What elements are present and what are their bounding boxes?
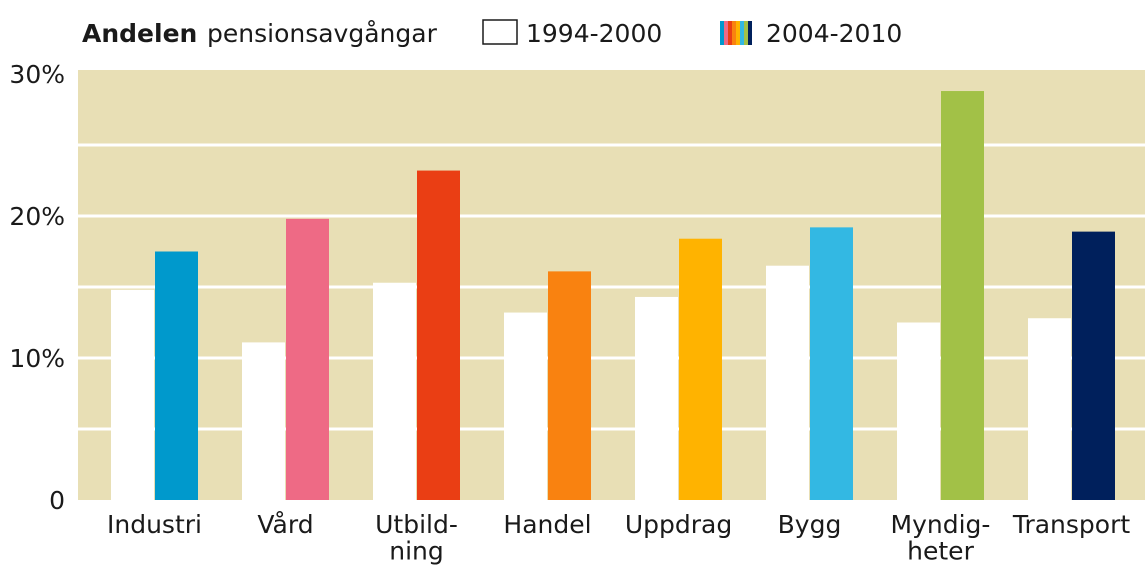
bar	[766, 265, 809, 500]
chart-subtitle: pensionsavgångar	[207, 19, 438, 48]
bar	[548, 271, 591, 500]
bar	[1072, 231, 1115, 500]
y-tick-label: 10%	[9, 344, 65, 373]
legend-label: 1994-2000	[526, 19, 662, 48]
bar	[897, 322, 940, 500]
bar	[417, 170, 460, 500]
y-tick-label: 0	[49, 486, 65, 515]
x-tick-label: Utbild-ning	[375, 510, 458, 565]
x-tick-label: Industri	[107, 510, 202, 539]
legend-swatch	[732, 21, 736, 45]
x-tick-label: Handel	[503, 510, 591, 539]
x-tick-label: Transport	[1012, 510, 1131, 539]
legend-label: 2004-2010	[766, 19, 902, 48]
bar	[373, 282, 416, 500]
legend-swatch	[720, 21, 724, 45]
bar	[810, 227, 853, 501]
x-tick-label: Myndig-heter	[891, 510, 991, 565]
bar	[111, 289, 154, 500]
y-tick-label: 30%	[9, 60, 65, 89]
legend-swatch	[748, 21, 752, 45]
bar	[155, 251, 198, 500]
chart-title: Andelen	[82, 19, 197, 48]
x-tick-label: Bygg	[778, 510, 842, 539]
bar	[941, 91, 984, 500]
legend-swatch	[740, 21, 744, 45]
bar	[635, 296, 678, 500]
x-tick-label: Vård	[257, 510, 313, 539]
x-tick-label: Uppdrag	[625, 510, 732, 539]
legend-swatch	[728, 21, 732, 45]
bar	[286, 218, 329, 500]
legend-swatch	[736, 21, 740, 45]
legend-swatch	[724, 21, 728, 45]
bar	[1028, 318, 1071, 500]
bar	[242, 342, 285, 500]
legend-swatch	[482, 19, 518, 45]
y-tick-label: 20%	[9, 202, 65, 231]
plot-background	[78, 70, 1145, 500]
bar	[679, 238, 722, 500]
legend-swatch	[744, 21, 748, 45]
bar	[504, 312, 547, 500]
